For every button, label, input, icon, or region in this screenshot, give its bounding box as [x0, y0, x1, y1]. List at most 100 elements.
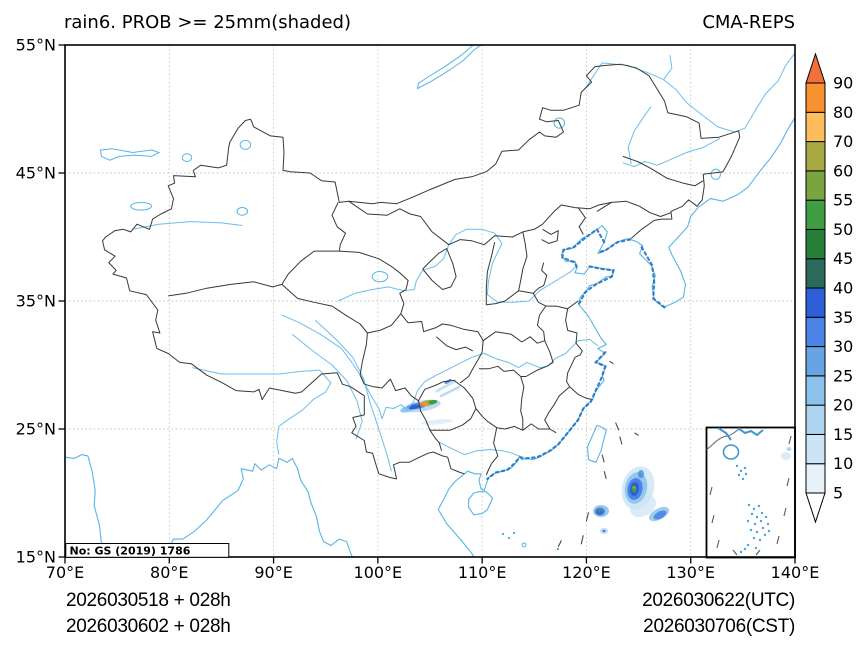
colorbar-tick-label: 20: [833, 396, 853, 415]
province-border: [541, 228, 559, 244]
inset-dash-line: [732, 549, 738, 556]
inset-hainan: [722, 444, 740, 460]
inset-dash-line: [776, 535, 780, 545]
inset-dash-line: [783, 507, 787, 517]
inset-island-dot: [739, 469, 743, 473]
colorbar-tick-label: 50: [833, 220, 853, 239]
colorbar-tick-label: 15: [833, 425, 853, 444]
coastal-speckles: [597, 238, 632, 254]
precip-core-green: [597, 510, 602, 513]
y-axis-tick-label: 45°N: [16, 164, 56, 183]
colorbar-tick-label: 10: [833, 454, 853, 473]
colorbar-segment: [805, 463, 826, 494]
x-axis-tick-label: 70°E: [46, 563, 84, 582]
province-border: [482, 331, 545, 344]
colorbar-segment: [805, 199, 826, 230]
undefined-boundary-dash: [585, 512, 590, 522]
undefined-boundary-dash: [603, 471, 607, 480]
colorbar: 5 10 15 20 25 30 35 40 45 50 55 60 70 80 90: [805, 52, 853, 524]
precip-blob: [421, 419, 453, 425]
inset-island-dot: [766, 522, 770, 526]
inset-island-dot: [737, 473, 741, 477]
undefined-boundary-dash: [557, 540, 562, 548]
precip-streak: [435, 379, 457, 393]
province-border: [565, 308, 583, 352]
x-axis-tick-label: 100°E: [354, 563, 403, 582]
colorbar-segment: [805, 287, 826, 318]
river: [438, 441, 519, 457]
province-border: [367, 313, 402, 334]
colorbar-tick-label: 35: [833, 308, 853, 327]
coastline: [65, 454, 105, 557]
boundaries-layer: [102, 63, 741, 480]
inset-island-dot: [757, 504, 761, 508]
inset-precip-smudge: [781, 452, 791, 460]
province-border: [475, 408, 524, 431]
river: [132, 221, 243, 230]
lake: [710, 168, 721, 180]
province-border: [520, 365, 547, 377]
license-watermark-text: No: GS (2019) 1786: [70, 545, 191, 558]
inset-coast-blue: [717, 427, 764, 441]
colorbar-segment: [805, 346, 826, 377]
inset-island-dot: [754, 546, 758, 550]
inset-island-dot: [749, 528, 753, 532]
river: [627, 106, 652, 165]
x-axis-tick-label: 140°E: [771, 563, 820, 582]
precip-blob: [638, 470, 644, 478]
colorbar-segment: [805, 111, 826, 143]
province-border: [577, 207, 586, 235]
license-watermark: No: GS (2019) 1786: [65, 543, 230, 558]
coastline: [437, 473, 475, 557]
axes: 70°E 80°E 90°E 100°E 110°E 120°E 130°E 140°E 55°…: [16, 36, 820, 583]
footer-init-cst: 2026030602 + 028h: [66, 616, 231, 637]
south-china-sea-inset: [705, 426, 796, 559]
province-border: [566, 350, 583, 388]
coastal-speckles: [640, 246, 666, 309]
colorbar-tick-label: 90: [833, 74, 853, 93]
province-border: [522, 423, 550, 431]
inset-island-dot: [755, 515, 759, 519]
river: [314, 319, 392, 472]
province-border: [522, 201, 612, 233]
precip-streak: [439, 385, 461, 398]
precip-blob: [428, 399, 438, 405]
islet: [507, 536, 511, 540]
province-border: [339, 250, 409, 314]
province-border: [545, 300, 579, 310]
colorbar-segment: [805, 433, 826, 465]
province-border: [359, 344, 367, 385]
model-name: CMA-REPS: [702, 12, 795, 33]
province-border: [281, 250, 340, 285]
undefined-boundary-dash: [609, 360, 614, 365]
lake: [130, 201, 153, 211]
province-border: [569, 386, 593, 401]
undefined-boundary-dash: [634, 432, 639, 436]
province-border: [348, 200, 524, 246]
inset-island-dot: [746, 543, 750, 547]
colorbar-under-arrow: [805, 492, 826, 524]
colorbar-segment: [805, 375, 826, 406]
precip-blob: [653, 510, 667, 520]
inset-dash-line: [788, 435, 792, 445]
province-border: [459, 340, 484, 384]
coastline: [631, 207, 699, 308]
footer-init-utc: 2026030518 + 028h: [66, 590, 231, 611]
lake: [371, 271, 389, 283]
islet: [512, 531, 516, 535]
undefined-boundary-dash: [580, 535, 584, 545]
inset-island-dot: [743, 547, 747, 551]
national-border: [102, 63, 741, 480]
undefined-boundary-dash: [619, 436, 623, 445]
province-border: [479, 365, 522, 377]
lake: [181, 153, 193, 162]
inset-island-dot: [750, 512, 754, 516]
province-border: [544, 386, 571, 434]
x-axis-tick-label: 120°E: [562, 563, 611, 582]
province-border: [435, 336, 474, 352]
x-axis-tick-label: 90°E: [254, 563, 292, 582]
inset-content: [706, 427, 792, 556]
inset-dash-line: [755, 549, 761, 556]
colorbar-segment: [805, 316, 826, 348]
